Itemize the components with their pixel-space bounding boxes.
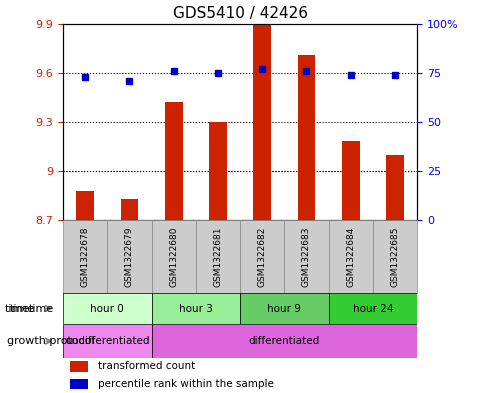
Text: transformed count: transformed count — [98, 362, 196, 371]
Text: growth protocol: growth protocol — [7, 336, 95, 346]
Text: GSM1322681: GSM1322681 — [213, 226, 222, 286]
Text: GSM1322683: GSM1322683 — [302, 226, 310, 286]
Bar — [151, 324, 416, 358]
Bar — [341, 141, 359, 220]
Text: GSM1322680: GSM1322680 — [169, 226, 178, 286]
Bar — [63, 324, 151, 358]
FancyBboxPatch shape — [107, 220, 151, 293]
FancyBboxPatch shape — [284, 220, 328, 293]
FancyBboxPatch shape — [328, 220, 372, 293]
Bar — [70, 361, 88, 372]
FancyBboxPatch shape — [240, 220, 284, 293]
Text: percentile rank within the sample: percentile rank within the sample — [98, 379, 274, 389]
Text: differentiated: differentiated — [248, 336, 319, 346]
Text: GSM1322679: GSM1322679 — [125, 226, 134, 286]
Bar — [76, 191, 94, 220]
FancyBboxPatch shape — [196, 220, 240, 293]
Bar — [209, 122, 227, 220]
Text: time: time — [10, 303, 35, 314]
FancyBboxPatch shape — [372, 220, 416, 293]
Text: GSM1322685: GSM1322685 — [390, 226, 399, 286]
Text: GSM1322678: GSM1322678 — [80, 226, 90, 286]
Bar — [121, 199, 138, 220]
Bar — [328, 293, 416, 324]
Bar — [240, 293, 328, 324]
Text: hour 3: hour 3 — [179, 303, 212, 314]
Bar — [253, 24, 271, 220]
Text: hour 24: hour 24 — [352, 303, 393, 314]
Text: time: time — [5, 303, 30, 314]
Bar — [151, 293, 240, 324]
FancyBboxPatch shape — [63, 220, 107, 293]
Text: undifferentiated: undifferentiated — [65, 336, 149, 346]
Text: time: time — [29, 303, 54, 314]
Text: hour 9: hour 9 — [267, 303, 301, 314]
FancyBboxPatch shape — [151, 220, 196, 293]
Bar — [165, 102, 182, 220]
Bar — [385, 154, 403, 220]
Text: hour 0: hour 0 — [90, 303, 124, 314]
Text: GSM1322684: GSM1322684 — [346, 226, 354, 286]
Text: GSM1322682: GSM1322682 — [257, 226, 266, 286]
Bar — [63, 293, 151, 324]
Bar — [297, 55, 315, 220]
Bar — [70, 379, 88, 389]
Title: GDS5410 / 42426: GDS5410 / 42426 — [172, 6, 307, 21]
